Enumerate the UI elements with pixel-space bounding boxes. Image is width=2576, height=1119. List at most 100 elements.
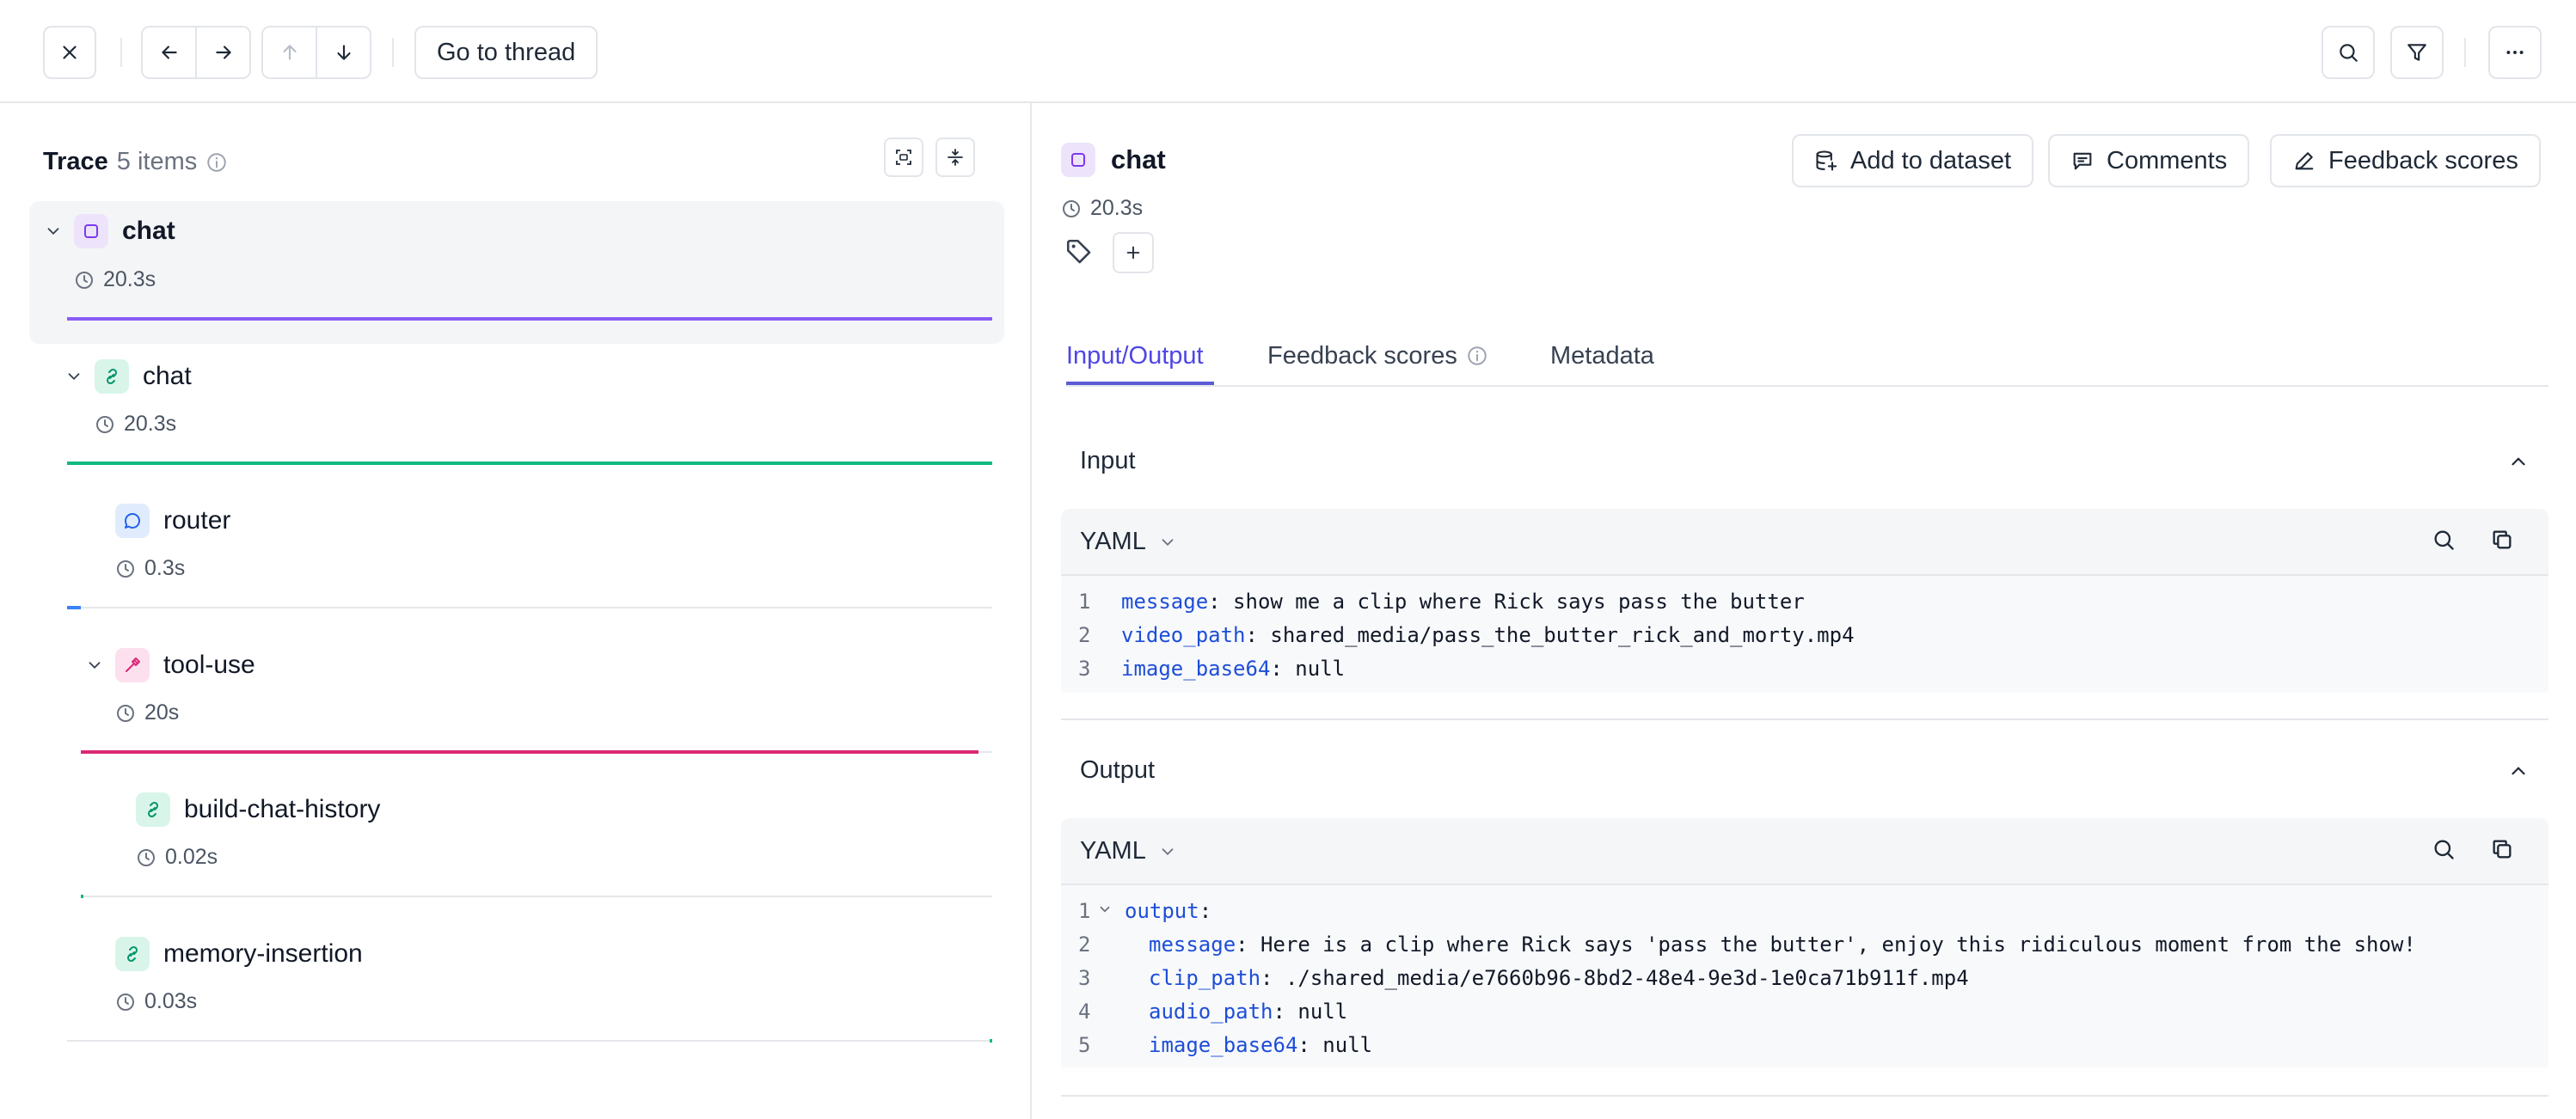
up-down-group [261, 26, 371, 79]
span-icon [1061, 143, 1095, 177]
arrow-down-icon [333, 41, 355, 64]
trace-pane [0, 103, 1032, 1119]
collapse-icon [945, 147, 966, 168]
node-label: chat [143, 362, 192, 390]
yaml-key: message [1149, 932, 1236, 957]
focus-button[interactable] [884, 138, 923, 177]
more-button[interactable] [2488, 26, 2542, 79]
span-title: chat [1061, 143, 1166, 177]
tab-label: Input/Output [1066, 341, 1204, 370]
comments-button[interactable]: Comments [2048, 134, 2250, 187]
node-label: router [163, 506, 231, 535]
tab-label: Feedback scores [1267, 341, 1457, 370]
output-code-toolbar: YAML [1061, 818, 2548, 885]
tab-input-output[interactable]: Input/Output [1066, 330, 1204, 382]
arrow-right-icon [212, 41, 235, 64]
node-duration: 0.3s [115, 556, 185, 581]
yaml-value: : ./shared_media/e7660b96-8bd2-48e4-9e3d… [1260, 965, 1969, 990]
yaml-value: : Here is a clip where Rick says 'pass t… [1236, 932, 2416, 957]
trace-node-tool-use[interactable]: tool-use [84, 648, 255, 682]
format-label: YAML [1080, 528, 1146, 555]
timeline-track [67, 607, 992, 608]
output-section-header[interactable]: Output [1061, 739, 2548, 801]
search-button[interactable] [2321, 26, 2375, 79]
pencil-icon [2292, 149, 2316, 173]
comments-label: Comments [2107, 146, 2228, 174]
down-button[interactable] [316, 28, 370, 77]
timeline-bar [81, 750, 979, 754]
up-button[interactable] [263, 28, 316, 77]
output-section-title: Output [1080, 755, 1156, 784]
format-select[interactable]: YAML [1080, 837, 1177, 865]
trace-node-memory-insertion[interactable]: memory-insertion [115, 937, 363, 971]
yaml-value: : null [1270, 656, 1346, 681]
yaml-value: : shared_media/pass_the_butter_rick_and_… [1245, 622, 1855, 647]
chevron-up-icon[interactable] [2507, 450, 2530, 473]
line-number: 2 [1078, 932, 1091, 957]
chevron-down-icon[interactable] [64, 366, 84, 387]
info-icon[interactable] [205, 151, 228, 174]
line-number: 1 [1078, 589, 1091, 614]
search-icon[interactable] [2432, 528, 2456, 552]
node-duration: 0.03s [115, 989, 197, 1014]
timeline-bar [990, 1039, 992, 1043]
chevron-down-icon[interactable] [84, 655, 105, 676]
arrow-up-icon [279, 41, 301, 64]
filter-button[interactable] [2390, 26, 2444, 79]
fold-chevron-icon[interactable] [1097, 902, 1113, 917]
trace-node-chat[interactable]: chat [64, 359, 192, 394]
yaml-key: audio_path [1149, 999, 1273, 1024]
duration-value: 0.03s [144, 989, 198, 1013]
clock-icon [115, 992, 136, 1012]
input-section-header[interactable]: Input [1061, 430, 2548, 492]
line-number: 5 [1078, 1032, 1091, 1057]
add-to-dataset-button[interactable]: Add to dataset [1792, 134, 2034, 187]
prev-next-group [141, 26, 251, 79]
timeline-bar [67, 317, 992, 321]
chevron-up-icon[interactable] [2507, 760, 2530, 782]
clock-icon [95, 414, 115, 435]
input-section-title: Input [1080, 446, 1136, 474]
collapse-all-button[interactable] [935, 138, 975, 177]
close-icon [58, 41, 81, 64]
copy-icon[interactable] [2490, 528, 2514, 552]
link-icon [95, 359, 129, 394]
link-icon [115, 937, 150, 971]
filter-icon [2406, 41, 2428, 64]
tag-icon[interactable] [1064, 237, 1094, 266]
scan-icon [893, 147, 914, 168]
plus-icon [1124, 243, 1143, 262]
database-plus-icon [1814, 149, 1838, 173]
feedback-scores-label: Feedback scores [2328, 146, 2518, 174]
timeline-bar [67, 462, 992, 465]
next-button[interactable] [195, 28, 249, 77]
trace-node-build-chat-history[interactable]: build-chat-history [136, 792, 380, 827]
trace-node-router[interactable]: router [115, 504, 230, 538]
go-to-thread-button[interactable]: Go to thread [414, 26, 598, 79]
close-button[interactable] [43, 26, 96, 79]
duration-value: 0.02s [165, 845, 218, 869]
chevron-down-icon[interactable] [43, 221, 64, 242]
code-line: 1 message: show me a clip where Rick say… [1061, 584, 2548, 618]
line-number: 3 [1078, 656, 1091, 681]
tab-feedback-scores[interactable]: Feedback scores [1267, 330, 1488, 382]
code-line: 2 message: Here is a clip where Rick say… [1061, 927, 2548, 961]
node-duration: 0.02s [136, 845, 218, 870]
add-tag-button[interactable] [1113, 232, 1154, 273]
format-select[interactable]: YAML [1080, 528, 1177, 556]
go-to-thread-label: Go to thread [437, 38, 576, 66]
trace-node-chat-root[interactable]: chat [43, 214, 175, 248]
tab-metadata[interactable]: Metadata [1550, 330, 1654, 382]
previous-button[interactable] [143, 28, 195, 77]
clock-icon [74, 270, 95, 290]
copy-icon[interactable] [2490, 837, 2514, 861]
line-number: 3 [1078, 965, 1091, 990]
input-code-block[interactable]: 1 message: show me a clip where Rick say… [1061, 576, 2548, 693]
trace-node-selected-bg [29, 201, 1004, 344]
output-code-block[interactable]: 1 output: 2 message: Here is a clip wher… [1061, 885, 2548, 1067]
node-label: memory-insertion [163, 939, 363, 968]
add-to-dataset-label: Add to dataset [1850, 146, 2012, 174]
section-divider [1061, 1095, 2548, 1097]
search-icon[interactable] [2432, 837, 2456, 861]
feedback-scores-button[interactable]: Feedback scores [2270, 134, 2541, 187]
